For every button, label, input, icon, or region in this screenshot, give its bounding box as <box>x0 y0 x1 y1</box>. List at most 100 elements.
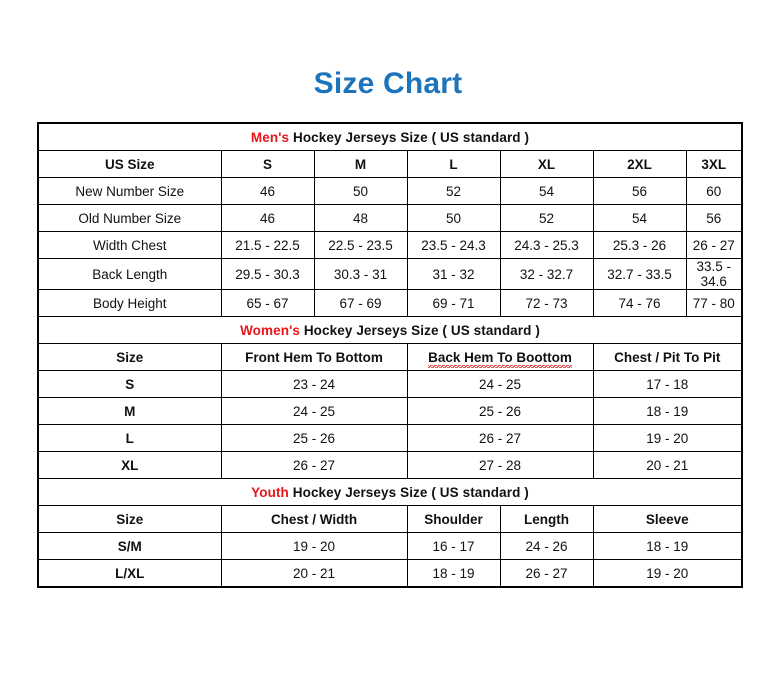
youth-cell: 18 - 19 <box>592 532 743 560</box>
mens-cell: 67 - 69 <box>313 289 408 317</box>
mens-cell: 48 <box>313 204 408 232</box>
mens-header-cell: L <box>406 150 501 178</box>
mens-cell: 60 <box>685 177 743 205</box>
mens-cell: 54 <box>499 177 594 205</box>
mens-cell: 26 - 27 <box>685 231 743 259</box>
womens-row-label: XL <box>37 451 222 479</box>
mens-cell: 72 - 73 <box>499 289 594 317</box>
womens-row-label: L <box>37 424 222 452</box>
womens-cell: 26 - 27 <box>406 424 594 452</box>
mens-cell: 50 <box>406 204 501 232</box>
womens-header-cell: Front Hem To Bottom <box>220 343 408 371</box>
mens-cell: 56 <box>685 204 743 232</box>
mens-header-cell: US Size <box>37 150 222 178</box>
mens-cell: 46 <box>220 177 315 205</box>
mens-cell: 30.3 - 31 <box>313 258 408 290</box>
mens-cell: 22.5 - 23.5 <box>313 231 408 259</box>
womens-header-cell: Chest / Pit To Pit <box>592 343 743 371</box>
size-chart-table-wrapper: Men's Hockey Jerseys Size ( US standard … <box>37 122 744 588</box>
table-row: Body Height 65 - 67 67 - 69 69 - 71 72 -… <box>37 289 743 317</box>
womens-section-banner: Women's Hockey Jerseys Size ( US standar… <box>37 316 743 344</box>
womens-cell: 24 - 25 <box>220 397 408 425</box>
table-row: S/M 19 - 20 16 - 17 24 - 26 18 - 19 <box>37 532 743 560</box>
mens-cell: 21.5 - 22.5 <box>220 231 315 259</box>
table-row: Back Length 29.5 - 30.3 30.3 - 31 31 - 3… <box>37 258 743 290</box>
youth-banner-accent: Youth <box>251 484 289 500</box>
womens-cell: 23 - 24 <box>220 370 408 398</box>
womens-banner-rest: Hockey Jerseys Size ( US standard ) <box>299 322 540 338</box>
mens-row-label: Back Length <box>37 258 222 290</box>
youth-row-label: L/XL <box>37 559 222 588</box>
youth-header-cell: Size <box>37 505 222 533</box>
womens-cell: 24 - 25 <box>406 370 594 398</box>
mens-cell: 25.3 - 26 <box>592 231 687 259</box>
mens-banner-row: Men's Hockey Jerseys Size ( US standard … <box>37 122 743 151</box>
youth-cell: 26 - 27 <box>499 559 594 588</box>
womens-row-label: S <box>37 370 222 398</box>
mens-cell: 32 - 32.7 <box>499 258 594 290</box>
mens-section-banner: Men's Hockey Jerseys Size ( US standard … <box>37 122 743 151</box>
mens-cell: 74 - 76 <box>592 289 687 317</box>
womens-cell: 27 - 28 <box>406 451 594 479</box>
mens-header-row: US Size S M L XL 2XL 3XL <box>37 150 743 178</box>
table-row: L/XL 20 - 21 18 - 19 26 - 27 19 - 20 <box>37 559 743 588</box>
page-title: Size Chart <box>313 67 463 100</box>
womens-cell: 20 - 21 <box>592 451 743 479</box>
youth-header-cell: Chest / Width <box>220 505 408 533</box>
mens-cell: 33.5 - 34.6 <box>685 258 743 290</box>
womens-cell: 17 - 18 <box>592 370 743 398</box>
mens-cell: 52 <box>406 177 501 205</box>
youth-header-cell: Length <box>499 505 594 533</box>
table-row: L 25 - 26 26 - 27 19 - 20 <box>37 424 743 452</box>
mens-header-cell: XL <box>499 150 594 178</box>
mens-header-cell: 3XL <box>685 150 743 178</box>
youth-header-cell: Sleeve <box>592 505 743 533</box>
mens-cell: 29.5 - 30.3 <box>220 258 315 290</box>
youth-row-label: S/M <box>37 532 222 560</box>
womens-cell: 18 - 19 <box>592 397 743 425</box>
womens-banner-accent: Women's <box>240 322 300 338</box>
table-row: XL 26 - 27 27 - 28 20 - 21 <box>37 451 743 479</box>
youth-header-cell: Shoulder <box>406 505 501 533</box>
mens-row-label: Body Height <box>37 289 222 317</box>
mens-header-cell: M <box>313 150 408 178</box>
mens-header-cell: 2XL <box>592 150 687 178</box>
mens-header-cell: S <box>220 150 315 178</box>
youth-banner-row: Youth Hockey Jerseys Size ( US standard … <box>37 478 743 506</box>
mens-cell: 69 - 71 <box>406 289 501 317</box>
table-row: New Number Size 46 50 52 54 56 60 <box>37 177 743 205</box>
mens-cell: 23.5 - 24.3 <box>406 231 501 259</box>
mens-cell: 56 <box>592 177 687 205</box>
mens-row-label: New Number Size <box>37 177 222 205</box>
youth-section-banner: Youth Hockey Jerseys Size ( US standard … <box>37 478 743 506</box>
youth-cell: 18 - 19 <box>406 559 501 588</box>
womens-header-cell: Size <box>37 343 222 371</box>
youth-cell: 19 - 20 <box>592 559 743 588</box>
youth-cell: 16 - 17 <box>406 532 501 560</box>
womens-header-cell-misspelled: Back Hem To Boottom <box>406 343 594 371</box>
mens-row-label: Width Chest <box>37 231 222 259</box>
youth-cell: 20 - 21 <box>220 559 408 588</box>
table-row: Width Chest 21.5 - 22.5 22.5 - 23.5 23.5… <box>37 231 743 259</box>
mens-cell: 54 <box>592 204 687 232</box>
womens-cell: 26 - 27 <box>220 451 408 479</box>
womens-cell: 25 - 26 <box>406 397 594 425</box>
womens-cell: 19 - 20 <box>592 424 743 452</box>
mens-cell: 65 - 67 <box>220 289 315 317</box>
table-row: Old Number Size 46 48 50 52 54 56 <box>37 204 743 232</box>
mens-cell: 31 - 32 <box>406 258 501 290</box>
youth-banner-rest: Hockey Jerseys Size ( US standard ) <box>288 484 529 500</box>
womens-banner-row: Women's Hockey Jerseys Size ( US standar… <box>37 316 743 344</box>
misspelled-text: Back Hem To Boottom <box>428 349 572 368</box>
table-row: M 24 - 25 25 - 26 18 - 19 <box>37 397 743 425</box>
mens-cell: 50 <box>313 177 408 205</box>
mens-cell: 32.7 - 33.5 <box>592 258 687 290</box>
size-chart-table: Men's Hockey Jerseys Size ( US standard … <box>37 122 744 588</box>
mens-banner-accent: Men's <box>250 129 290 145</box>
mens-cell: 77 - 80 <box>685 289 743 317</box>
table-row: S 23 - 24 24 - 25 17 - 18 <box>37 370 743 398</box>
mens-banner-rest: Hockey Jerseys Size ( US standard ) <box>289 129 530 145</box>
womens-header-row: Size Front Hem To Bottom Back Hem To Boo… <box>37 343 743 371</box>
youth-cell: 19 - 20 <box>220 532 408 560</box>
